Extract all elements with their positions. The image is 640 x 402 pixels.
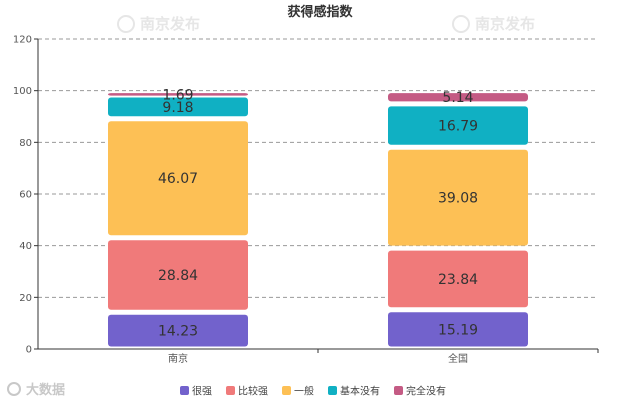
bar-segment[interactable] [388, 250, 528, 308]
legend[interactable]: 很强 比较强 一般 基本没有 完全没有 [180, 385, 446, 398]
bar-segment[interactable] [108, 240, 248, 310]
y-tick-label: 120 [13, 35, 32, 46]
watermark-logo-icon [452, 15, 470, 33]
bar-segment[interactable] [108, 97, 248, 117]
y-tick-label: 60 [19, 190, 32, 201]
data-label: 15.19 [438, 322, 478, 338]
chart-title: 获得感指数 [287, 4, 353, 20]
x-category-label: 南京 [168, 352, 188, 365]
legend-label[interactable]: 很强 [192, 385, 212, 398]
legend-swatch[interactable] [226, 386, 235, 395]
data-label: 1.69 [162, 87, 193, 103]
data-label: 16.79 [438, 119, 478, 135]
data-label: 39.08 [438, 191, 478, 207]
legend-label[interactable]: 完全没有 [406, 385, 446, 398]
data-label: 23.84 [438, 272, 478, 288]
bar-segment[interactable] [108, 121, 248, 236]
bar-segment[interactable] [108, 93, 248, 96]
watermark-text: 南京发布 [475, 15, 535, 33]
bars[interactable] [108, 93, 528, 347]
y-tick-label: 100 [13, 86, 32, 97]
legend-swatch[interactable] [180, 386, 189, 395]
bar-segment[interactable] [388, 149, 528, 246]
axes: 0 20 40 60 80 100 120 南京 全国 [13, 35, 599, 365]
bar-segment[interactable] [388, 106, 528, 145]
legend-label[interactable]: 基本没有 [340, 385, 380, 398]
data-label: 46.07 [158, 171, 198, 187]
watermark-bottom-logo-icon [7, 382, 21, 396]
data-label: 5.14 [442, 90, 473, 106]
data-label: 28.84 [158, 268, 198, 284]
data-label: 14.23 [158, 324, 198, 340]
legend-swatch[interactable] [394, 386, 403, 395]
bar-segment[interactable] [388, 93, 528, 102]
bar-segment[interactable] [108, 314, 248, 347]
y-tick-label: 20 [19, 293, 32, 304]
data-label: 9.18 [162, 100, 193, 116]
y-tick-label: 80 [19, 138, 32, 149]
legend-swatch[interactable] [282, 386, 291, 395]
legend-swatch[interactable] [328, 386, 337, 395]
y-tick-label: 40 [19, 241, 32, 252]
watermark-logo-icon [117, 15, 135, 33]
watermark-text: 南京发布 [140, 15, 200, 33]
y-tick-label: 0 [26, 345, 32, 356]
bar-segment[interactable] [388, 312, 528, 347]
x-category-label: 全国 [448, 352, 468, 365]
legend-label[interactable]: 一般 [294, 385, 314, 398]
watermark-bottom-text: 大数据 [26, 382, 65, 398]
legend-label[interactable]: 比较强 [238, 385, 268, 398]
data-labels: 14.23 28.84 46.07 9.181.69 15.19 23.84 39.08 16… [158, 87, 478, 339]
